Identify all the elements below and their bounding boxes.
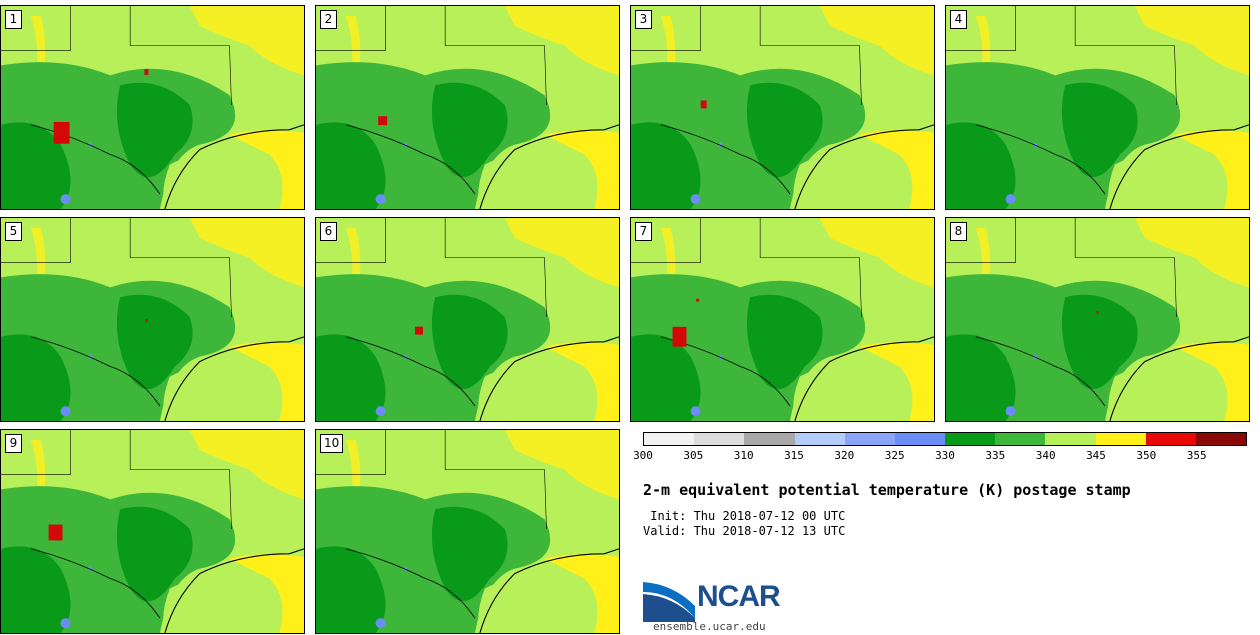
colorbar-tick-label: 350 — [1136, 449, 1157, 462]
hot-spot — [672, 326, 687, 347]
hot-spot — [378, 116, 388, 126]
stamp-map — [631, 218, 934, 421]
stamp-map — [1, 6, 304, 209]
hot-spot — [144, 68, 149, 75]
stamp-label: 3 — [635, 10, 652, 29]
colorbar-tick-label: 325 — [884, 449, 905, 462]
stamp-label: 1 — [5, 10, 22, 29]
stamp-map — [316, 218, 619, 421]
colorbar-segment — [744, 433, 795, 445]
colorbar-segment — [995, 433, 1046, 445]
stamp-label: 8 — [950, 222, 967, 241]
stamp-panel-4: 4 — [945, 5, 1250, 210]
colorbar-tick-label: 300 — [633, 449, 653, 462]
valid-time: Valid: Thu 2018-07-12 13 UTC — [643, 524, 846, 538]
plot-title: 2-m equivalent potential temperature (K)… — [643, 481, 1131, 499]
stamp-panel-8: 8 — [945, 217, 1250, 422]
hot-spot — [700, 100, 707, 109]
colorbar-ticks: 300 305 310 315 320 325 330 335 340 345 350 355 — [633, 449, 1247, 465]
stamp-label: 5 — [5, 222, 22, 241]
init-time: Init: Thu 2018-07-12 00 UTC — [643, 509, 846, 523]
ncar-swoosh-icon — [643, 582, 695, 622]
colorbar-tick-label: 345 — [1086, 449, 1106, 462]
colorbar-tick-label: 305 — [683, 449, 704, 462]
stamp-label: 6 — [320, 222, 337, 241]
colorbar — [643, 432, 1247, 446]
colorbar-segment — [1145, 433, 1196, 445]
stamp-map — [316, 430, 619, 633]
colorbar-segment — [945, 433, 996, 445]
stamp-label: 9 — [5, 434, 22, 453]
stamp-panel-5: 5 — [0, 217, 305, 422]
stamp-panel-9: 9 — [0, 429, 305, 634]
colorbar-segment — [794, 433, 845, 445]
stamp-panel-7: 7 — [630, 217, 935, 422]
stamp-map — [946, 218, 1249, 421]
colorbar-segment — [1095, 433, 1146, 445]
hot-spot — [48, 524, 63, 541]
stamp-map — [631, 6, 934, 209]
colorbar-segment — [844, 433, 895, 445]
hot-spot — [696, 298, 700, 302]
stamp-panel-1: 1 — [0, 5, 305, 210]
ncar-logo: NCAR — [643, 578, 793, 622]
hot-spot — [145, 319, 148, 322]
site-url[interactable]: ensemble.ucar.edu — [653, 620, 766, 633]
stamp-map — [946, 6, 1249, 209]
colorbar-tick-label: 315 — [784, 449, 804, 462]
colorbar-segment — [1045, 433, 1096, 445]
colorbar-segment — [894, 433, 946, 445]
stamp-label: 2 — [320, 10, 337, 29]
hot-spot — [53, 121, 70, 144]
colorbar-tick-label: 335 — [985, 449, 1006, 462]
colorbar-tick-label: 340 — [1035, 449, 1056, 462]
hot-spot — [415, 326, 423, 335]
colorbar-segment — [1195, 433, 1247, 445]
colorbar-segment — [644, 433, 695, 445]
colorbar-tick-label: 320 — [834, 449, 855, 462]
stamp-panel-6: 6 — [315, 217, 620, 422]
stamp-panel-10: 10 — [315, 429, 620, 634]
hot-spot — [1096, 310, 1099, 314]
stamp-map — [316, 6, 619, 209]
stamp-label: 7 — [635, 222, 652, 241]
stamp-map — [1, 218, 304, 421]
colorbar-tick-label: 310 — [733, 449, 754, 462]
colorbar-segment — [694, 433, 745, 445]
stamp-label: 4 — [950, 10, 967, 29]
colorbar-tick-label: 355 — [1186, 449, 1207, 462]
stamp-panel-2: 2 — [315, 5, 620, 210]
ncar-logo-text: NCAR — [697, 580, 781, 613]
colorbar-tick-label: 330 — [935, 449, 955, 462]
stamp-map — [1, 430, 304, 633]
stamp-label: 10 — [320, 434, 344, 453]
stamp-panel-3: 3 — [630, 5, 935, 210]
